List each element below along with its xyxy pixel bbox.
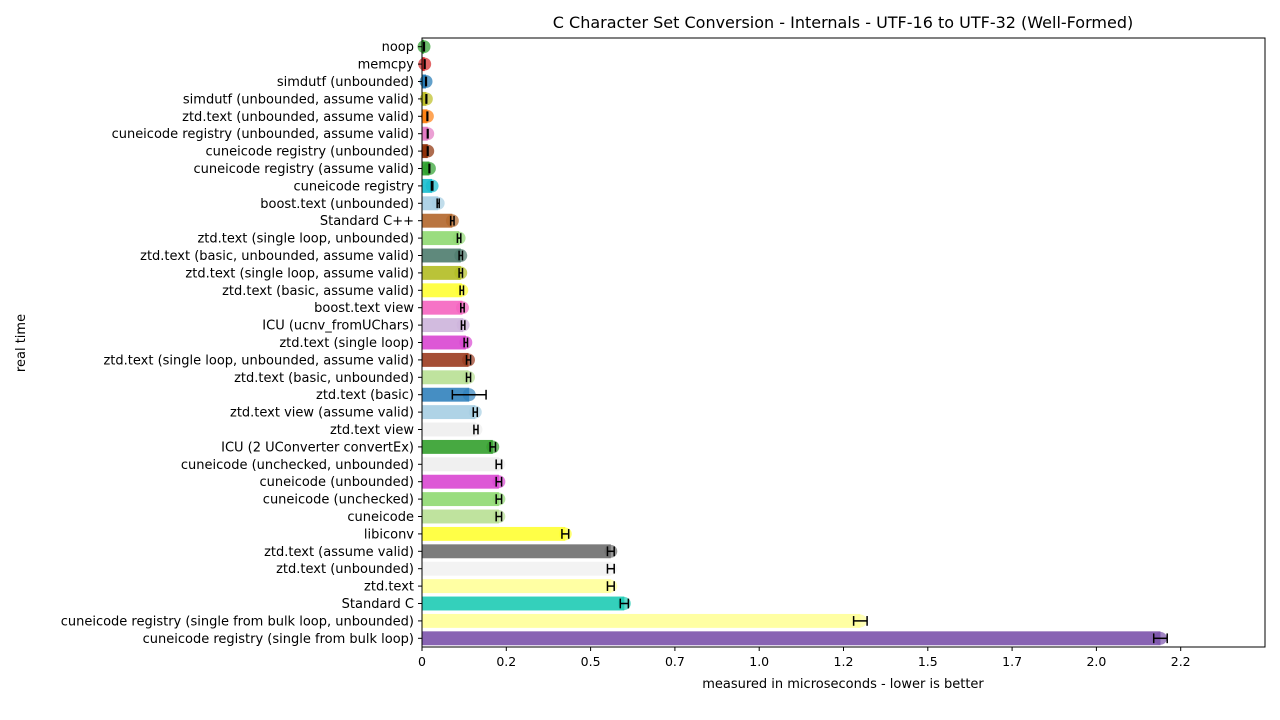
- bar: [422, 370, 469, 385]
- bar: [422, 613, 861, 628]
- category-label: ztd.text (single loop, assume valid): [185, 266, 414, 281]
- bar: [422, 457, 499, 472]
- x-tick-label: 0.7: [665, 654, 685, 669]
- category-label: ICU (2 UConverter convertEx): [221, 440, 414, 455]
- category-label: cuneicode registry (single from bulk loo…: [61, 614, 414, 629]
- category-label: ztd.text view: [330, 423, 414, 438]
- category-label: ICU (ucnv_fromUChars): [262, 319, 414, 334]
- x-axis-label: measured in microseconds - lower is bett…: [702, 677, 984, 692]
- x-tick-label: 2.0: [1086, 654, 1106, 669]
- category-label: ztd.text (unbounded, assume valid): [182, 110, 414, 125]
- bar: [422, 579, 611, 594]
- plot-area: noop memcpy simdutf (unbounded) simdutf (un…: [61, 37, 1266, 669]
- bar: [422, 492, 499, 507]
- bar: [422, 265, 461, 280]
- bar: [422, 422, 476, 437]
- category-label: simdutf (unbounded): [277, 75, 414, 90]
- bar: [422, 509, 499, 524]
- category-label: ztd.text (single loop, unbounded): [197, 232, 414, 247]
- chart-title: C Character Set Conversion - Internals -…: [553, 13, 1133, 32]
- bar: [422, 213, 453, 228]
- category-label: memcpy: [358, 58, 415, 73]
- category-label: Standard C++: [320, 214, 414, 229]
- category-label: ztd.text: [364, 580, 414, 595]
- bar: [422, 596, 625, 611]
- category-label: ztd.text (basic, unbounded): [234, 371, 414, 386]
- category-label: ztd.text (basic): [316, 388, 414, 403]
- category-label: Standard C: [342, 597, 414, 612]
- bar: [422, 335, 466, 350]
- bar: [422, 405, 476, 420]
- x-tick-label: 2.2: [1171, 654, 1191, 669]
- category-label: simdutf (unbounded, assume valid): [183, 92, 414, 107]
- category-label: boost.text view: [314, 301, 414, 316]
- x-tick-label: 0.2: [496, 654, 516, 669]
- bar: [422, 544, 611, 559]
- category-label: cuneicode registry (unbounded): [206, 145, 415, 160]
- bar: [422, 631, 1161, 646]
- bar: [422, 526, 566, 541]
- x-tick-label: 1.2: [834, 654, 854, 669]
- x-tick-label: 1.5: [918, 654, 938, 669]
- bar: [422, 561, 611, 576]
- category-label: libiconv: [364, 527, 414, 542]
- bar: [422, 283, 462, 298]
- bar: [422, 318, 464, 333]
- category-label: cuneicode registry (single from bulk loo…: [143, 632, 414, 647]
- category-label: cuneicode (unchecked, unbounded): [181, 458, 414, 473]
- category-label: ztd.text view (assume valid): [230, 406, 414, 421]
- category-label: cuneicode (unbounded): [259, 475, 414, 490]
- bar: [422, 300, 463, 315]
- bar: [422, 387, 470, 402]
- category-label: ztd.text (basic, assume valid): [222, 284, 414, 299]
- category-label: ztd.text (assume valid): [264, 545, 414, 560]
- y-axis-label: real time: [14, 314, 29, 372]
- category-label: cuneicode (unchecked): [263, 493, 414, 508]
- category-label: ztd.text (unbounded): [276, 562, 414, 577]
- category-label: cuneicode: [347, 510, 414, 525]
- bar: [422, 248, 461, 263]
- bar: [422, 352, 469, 367]
- category-label: ztd.text (single loop, unbounded, assume…: [103, 353, 414, 368]
- category-label: cuneicode registry (unbounded, assume va…: [112, 127, 414, 142]
- x-tick-label: 0.5: [581, 654, 601, 669]
- x-tick-label: 0: [418, 654, 426, 669]
- category-label: cuneicode registry (assume valid): [193, 162, 414, 177]
- bar: [422, 439, 493, 454]
- category-label: boost.text (unbounded): [260, 197, 414, 212]
- category-label: noop: [382, 40, 414, 55]
- category-label: ztd.text (basic, unbounded, assume valid…: [140, 249, 414, 264]
- category-label: ztd.text (single loop): [279, 336, 414, 351]
- category-label: cuneicode registry: [293, 179, 414, 194]
- bar: [422, 231, 460, 246]
- bar: [422, 474, 499, 489]
- x-tick-label: 1.7: [1002, 654, 1022, 669]
- x-tick-label: 1.0: [749, 654, 769, 669]
